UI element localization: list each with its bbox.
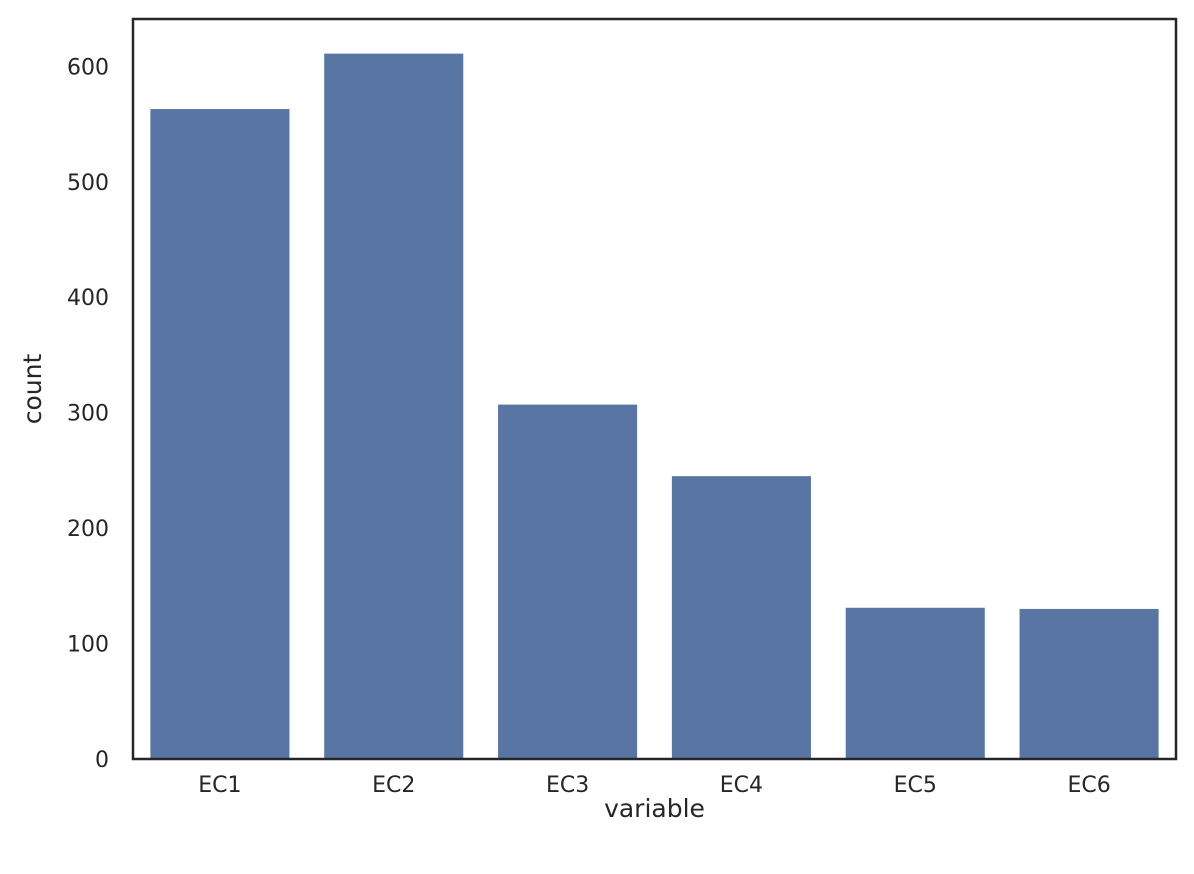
bar-ec6	[1019, 608, 1159, 759]
x-tick-label-ec1: EC1	[198, 773, 241, 798]
y-axis-label: count	[18, 354, 47, 425]
bar-ec1	[150, 109, 290, 759]
x-axis-label: variable	[604, 794, 705, 823]
plot-frame	[131, 17, 1178, 761]
y-tick-label-200: 200	[67, 517, 109, 542]
x-tick-label-ec6: EC6	[1067, 773, 1110, 798]
x-tick-label-ec3: EC3	[546, 773, 589, 798]
y-tick-label-600: 600	[67, 55, 109, 80]
y-tick-label-500: 500	[67, 171, 109, 196]
bars-group	[150, 53, 1159, 760]
x-tick-label-ec2: EC2	[372, 773, 415, 798]
y-tick-label-100: 100	[67, 633, 109, 658]
y-axis-ticks: 0 100 200 300 400 500 600	[67, 55, 109, 773]
y-tick-label-400: 400	[67, 286, 109, 311]
bar-ec5	[845, 607, 985, 759]
y-tick-label-300: 300	[67, 402, 109, 427]
y-tick-label-0: 0	[95, 748, 109, 773]
x-tick-label-ec4: EC4	[720, 773, 763, 798]
bar-ec3	[498, 404, 638, 759]
bar-ec2	[324, 53, 464, 760]
x-tick-label-ec5: EC5	[894, 773, 937, 798]
bar-ec4	[671, 476, 811, 759]
x-axis-ticks: EC1 EC2 EC3 EC4 EC5 EC6	[198, 773, 1110, 798]
